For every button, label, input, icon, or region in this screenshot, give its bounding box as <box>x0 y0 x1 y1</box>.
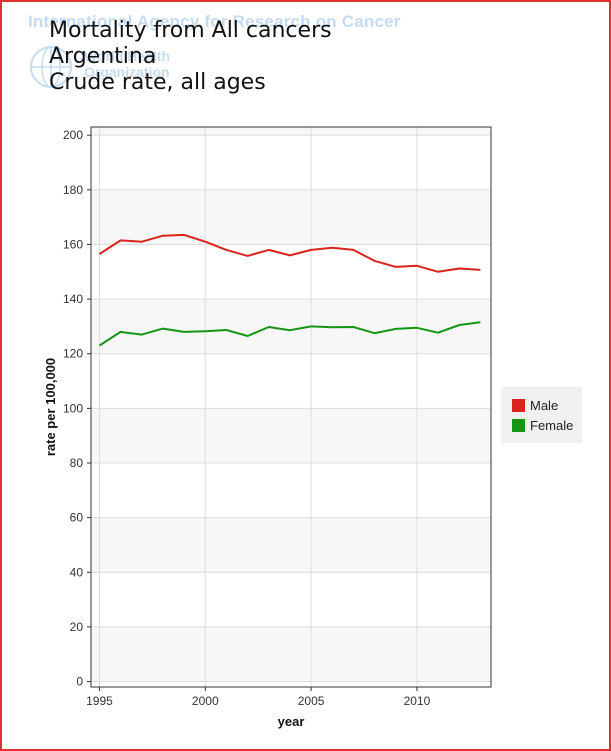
x-tick-label: 2000 <box>192 694 219 708</box>
iarc-who-watermark: International Agency for Research on Can… <box>24 10 400 90</box>
plot-background-bands <box>91 127 491 687</box>
background-band <box>91 626 491 682</box>
y-tick-label: 160 <box>63 237 83 251</box>
x-tick-label: 2010 <box>404 694 431 708</box>
legend-swatch-female <box>512 418 525 432</box>
y-tick-label: 80 <box>70 456 84 470</box>
chart-subtitle-country: Argentina <box>49 44 157 69</box>
plot-border <box>90 126 492 688</box>
background-band <box>91 408 491 463</box>
y-tick-label: 120 <box>63 347 83 361</box>
legend-label-female: Female <box>530 417 574 433</box>
x-axis-label: year <box>278 714 305 729</box>
axis-ticks: 0 20 40 60 80 100 120 140 160 180 200 1995 2000 2005 2… <box>63 128 431 708</box>
legend-item-female: Female <box>512 417 573 433</box>
background-band <box>91 299 491 354</box>
watermark-agency-text: International Agency for Research on Can… <box>28 12 401 31</box>
chart-title-block: Mortality from All cancers Argentina Cru… <box>49 18 332 96</box>
series-line-male <box>98 233 481 273</box>
background-band <box>91 127 491 136</box>
legend-label-male: Male <box>530 397 559 413</box>
x-tick-label: 2005 <box>298 694 325 708</box>
grid-lines <box>91 127 491 687</box>
background-band <box>91 189 491 245</box>
watermark-who-line1: World Health <box>84 48 171 64</box>
y-tick-label: 200 <box>63 128 83 142</box>
y-tick-label: 60 <box>70 511 84 525</box>
who-emblem-icon <box>30 46 72 88</box>
y-tick-label: 40 <box>70 565 84 579</box>
y-tick-label: 140 <box>63 292 83 306</box>
series-lines <box>98 233 481 347</box>
chart-subtitle-measure: Crude rate, all ages <box>49 70 266 95</box>
y-tick-label: 20 <box>70 620 84 634</box>
chart-title: Mortality from All cancers <box>49 18 332 43</box>
y-tick-label: 0 <box>76 675 83 689</box>
series-line-female <box>98 321 481 347</box>
y-tick-label: 180 <box>63 183 83 197</box>
background-band <box>91 517 491 573</box>
y-tick-label: 100 <box>63 401 83 415</box>
legend-item-male: Male <box>512 397 558 413</box>
legend-swatch-male <box>512 398 525 412</box>
watermark-who-line2: Organization <box>84 64 170 80</box>
y-axis-label: rate per 100,000 <box>43 358 58 456</box>
legend: Male Female <box>501 387 582 443</box>
x-tick-label: 1995 <box>86 694 113 708</box>
